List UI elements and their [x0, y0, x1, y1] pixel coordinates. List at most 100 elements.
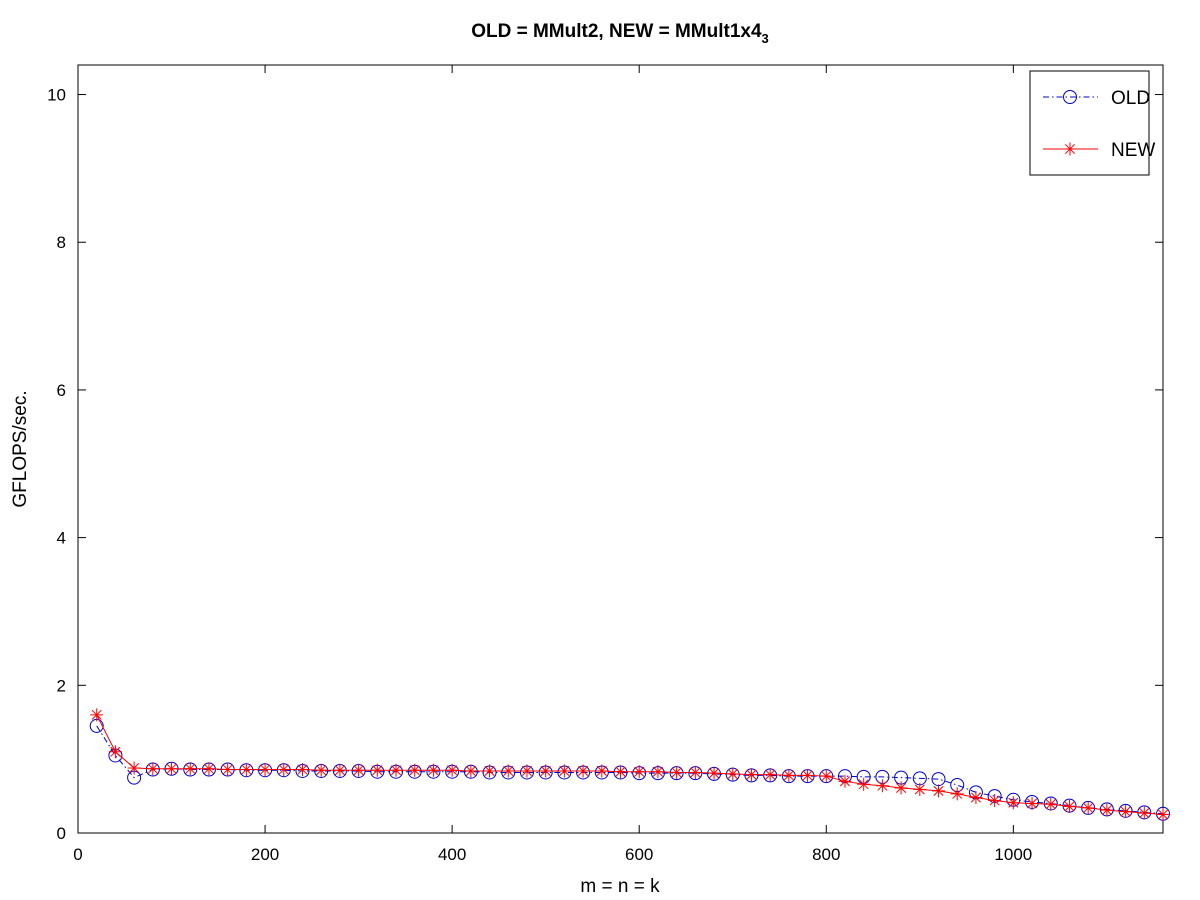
data-point-asterisk	[950, 787, 964, 801]
chart-title: OLD = MMult2, NEW = MMult1x43	[471, 21, 769, 46]
data-point-asterisk	[539, 764, 553, 778]
y-tick-label: 8	[57, 233, 66, 252]
asterisk-stroke	[839, 776, 851, 787]
data-point-asterisk	[632, 765, 646, 779]
asterisk-stroke	[147, 763, 158, 774]
data-point-asterisk	[838, 774, 852, 788]
data-point-asterisk	[389, 763, 403, 777]
asterisk-stroke	[634, 766, 645, 777]
data-point-asterisk	[202, 762, 216, 776]
y-tick-label: 10	[47, 86, 66, 105]
asterisk-stroke	[578, 765, 589, 777]
asterisk-stroke	[1027, 798, 1038, 809]
asterisk-stroke	[914, 784, 925, 795]
legend-item-new: NEW	[1043, 140, 1155, 161]
data-point-asterisk	[819, 769, 833, 783]
data-point-asterisk	[221, 762, 235, 776]
data-point-asterisk	[913, 782, 927, 796]
legend-item-old: OLD	[1043, 88, 1150, 109]
asterisk-stroke	[1008, 797, 1019, 808]
asterisk-stroke	[484, 765, 495, 777]
data-point-asterisk	[932, 784, 946, 798]
data-point-asterisk	[1006, 796, 1020, 810]
data-point-asterisk	[726, 767, 740, 781]
x-tick-label: 200	[251, 845, 279, 864]
chart-title-main: OLD = MMult2, NEW = MMult1x4	[471, 21, 762, 42]
y-tick-label: 2	[57, 676, 66, 695]
asterisk-stroke	[933, 785, 944, 796]
y-tick-label: 6	[57, 381, 66, 400]
data-point-asterisk	[707, 766, 721, 780]
asterisk-stroke	[746, 769, 757, 780]
asterisk-stroke	[297, 764, 308, 775]
x-tick-label: 400	[438, 845, 466, 864]
data-point-asterisk	[1044, 797, 1058, 811]
series-line-new	[96, 714, 1164, 816]
y-axis-label: GFLOPS/sec.	[10, 390, 31, 507]
asterisk-stroke	[503, 765, 514, 777]
data-point-asterisk	[501, 764, 515, 778]
chart-title-subscript: 3	[762, 31, 769, 46]
asterisk-stroke	[1157, 809, 1169, 820]
data-point-asterisk	[1137, 806, 1151, 820]
plot-area	[77, 64, 1164, 834]
data-point-asterisk	[557, 764, 571, 778]
data-point-asterisk	[464, 764, 478, 778]
asterisk-stroke	[690, 767, 701, 778]
data-point-asterisk	[988, 794, 1002, 808]
legend: OLD NEW	[1029, 70, 1155, 176]
asterisk-stroke	[353, 765, 364, 776]
data-point-asterisk	[277, 762, 291, 776]
asterisk-stroke	[821, 771, 832, 782]
asterisk-stroke	[1045, 799, 1056, 810]
data-point-asterisk	[1025, 796, 1039, 810]
legend-label: NEW	[1111, 140, 1155, 161]
asterisk-stroke	[334, 765, 345, 776]
data-point-circle	[1063, 90, 1077, 104]
legend-box	[1029, 70, 1150, 176]
data-point-asterisk	[595, 764, 609, 778]
asterisk-stroke	[110, 746, 121, 757]
axis-ticks: 0 200 400 600 800 1000 0 2 4 6 8 10	[47, 65, 1163, 864]
asterisk-stroke	[409, 765, 420, 776]
asterisk-stroke	[129, 762, 140, 774]
asterisk-stroke	[989, 795, 1000, 806]
asterisk-stroke	[1064, 801, 1075, 812]
asterisk-stroke	[727, 768, 738, 779]
data-point-asterisk	[894, 781, 908, 795]
asterisk-stroke	[241, 764, 252, 775]
asterisk-stroke	[858, 779, 869, 790]
asterisk-stroke	[559, 765, 570, 777]
y-tick-label: 0	[57, 824, 66, 843]
data-point-asterisk	[445, 763, 459, 777]
data-point-asterisk	[576, 764, 590, 778]
data-point-asterisk	[483, 764, 497, 778]
data-point-asterisk	[426, 763, 440, 777]
x-tick-label: 800	[812, 845, 840, 864]
asterisk-stroke	[91, 709, 102, 720]
asterisk-stroke	[783, 770, 794, 781]
asterisk-stroke	[802, 770, 813, 781]
asterisk-stroke	[390, 765, 402, 776]
asterisk-stroke	[709, 768, 720, 779]
data-point-asterisk	[314, 763, 328, 777]
asterisk-stroke	[447, 765, 458, 776]
x-tick-label: 1000	[994, 845, 1032, 864]
data-point-asterisk	[1062, 799, 1076, 813]
data-point-asterisk	[408, 763, 422, 777]
data-point-asterisk	[1119, 805, 1133, 819]
data-point-asterisk	[1081, 801, 1095, 815]
data-point-asterisk	[127, 761, 141, 775]
data-point-asterisk	[520, 764, 534, 778]
asterisk-stroke	[521, 765, 532, 777]
asterisk-stroke	[203, 763, 214, 774]
x-tick-label: 600	[625, 845, 653, 864]
asterisk-stroke	[896, 782, 907, 793]
asterisk-stroke	[1120, 806, 1131, 817]
asterisk-stroke	[970, 792, 981, 803]
data-point-asterisk	[670, 765, 684, 779]
legend-items: OLD NEW	[1043, 88, 1155, 161]
asterisk-stroke	[316, 765, 327, 776]
asterisk-stroke	[372, 765, 383, 776]
y-tick-label: 4	[57, 529, 66, 548]
